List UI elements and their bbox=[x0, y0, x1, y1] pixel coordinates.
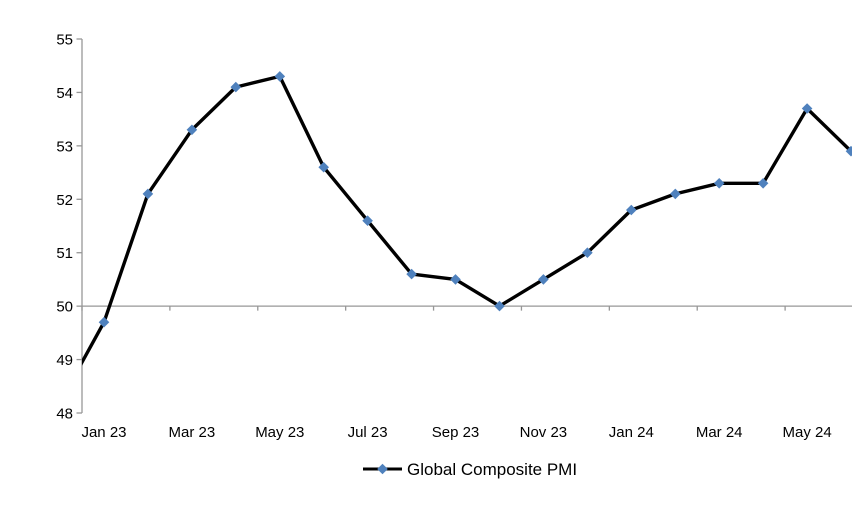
x-axis-tick-label: Jan 24 bbox=[609, 424, 654, 441]
x-axis-tick-label: May 24 bbox=[782, 424, 831, 441]
data-point-marker bbox=[757, 178, 769, 189]
data-point-marker bbox=[274, 71, 286, 82]
y-axis-tick-label: 50 bbox=[56, 299, 73, 316]
legend-label: Global Composite PMI bbox=[407, 460, 577, 479]
data-point-marker bbox=[670, 188, 681, 200]
series-group bbox=[82, 71, 852, 366]
legend-marker-icon bbox=[377, 463, 388, 475]
y-axis-tick-label: 55 bbox=[56, 32, 73, 49]
data-point-marker bbox=[538, 274, 549, 285]
data-point-marker bbox=[362, 215, 373, 226]
x-axis-tick-label: Nov 23 bbox=[520, 424, 568, 441]
data-point-marker bbox=[98, 316, 110, 328]
data-point-marker bbox=[845, 145, 852, 157]
data-point-marker bbox=[494, 300, 505, 312]
pmi-series-line bbox=[82, 74, 852, 366]
data-point-marker bbox=[582, 247, 593, 258]
data-point-marker bbox=[318, 161, 329, 173]
data-point-marker bbox=[230, 81, 242, 93]
data-point-marker bbox=[626, 204, 637, 216]
x-axis-tick-label: Jan 23 bbox=[81, 424, 126, 441]
data-point-marker bbox=[142, 188, 154, 200]
legend: Global Composite PMI bbox=[363, 460, 577, 479]
y-axis-tick-label: 51 bbox=[56, 245, 73, 262]
data-point-marker bbox=[801, 103, 813, 114]
line-chart-canvas: 48 49 50 51 52 53 54 55 Jan 23 Mar 23 May 23 Jul 23… bbox=[56, 32, 852, 479]
x-axis-tick-label: May 23 bbox=[255, 424, 304, 441]
global-composite-pmi-chart: 48 49 50 51 52 53 54 55 Jan 23 Mar 23 May 23 Jul 23… bbox=[40, 16, 852, 497]
data-point-marker bbox=[713, 178, 725, 189]
data-point-marker bbox=[406, 268, 417, 280]
x-axis-tick-label: Mar 23 bbox=[169, 424, 216, 441]
y-axis-tick-label: 49 bbox=[56, 352, 73, 369]
x-axis-tick-label: Sep 23 bbox=[432, 424, 480, 441]
y-axis-tick-label: 54 bbox=[56, 85, 73, 102]
x-axis-tick-label: Mar 24 bbox=[696, 424, 743, 441]
x-axis-tick-label: Jul 23 bbox=[348, 424, 388, 441]
y-axis-tick-label: 52 bbox=[56, 192, 73, 209]
data-point-marker bbox=[186, 124, 198, 136]
data-point-marker bbox=[450, 274, 461, 285]
y-axis-tick-label: 48 bbox=[56, 406, 73, 423]
y-axis-tick-label: 53 bbox=[56, 138, 73, 155]
